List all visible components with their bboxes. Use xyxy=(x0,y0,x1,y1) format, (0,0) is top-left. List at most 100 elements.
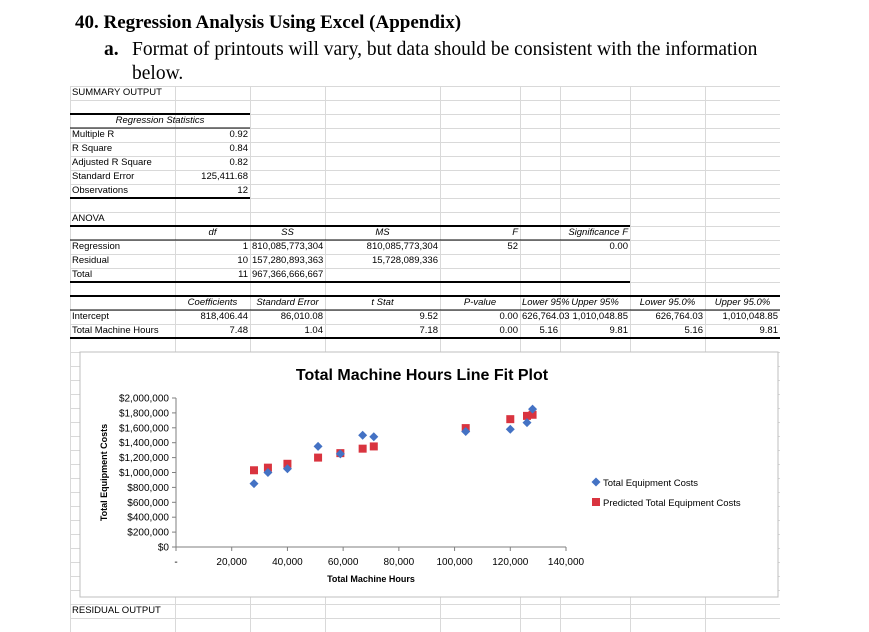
coef-header: P-value xyxy=(463,297,497,308)
actual-point xyxy=(461,427,471,437)
item-a: a. Format of printouts will vary, but dat… xyxy=(104,38,804,86)
coef-value: 626,764.03 xyxy=(655,311,703,322)
anova-df: 11 xyxy=(238,269,248,280)
stat-value: 0.84 xyxy=(229,143,249,154)
stat-label: Adjusted R Square xyxy=(72,157,152,168)
stat-label: Observations xyxy=(72,185,128,196)
coef-header: Lower 95% xyxy=(522,297,570,308)
anova-row-label: Regression xyxy=(72,241,121,252)
anova-header-sigf: Significance F xyxy=(568,227,628,238)
predicted-point xyxy=(358,444,367,453)
coef-value: 86,010.08 xyxy=(280,311,323,322)
anova-ms: 15,728,089,336 xyxy=(371,255,438,266)
stat-label: Standard Error xyxy=(72,171,135,182)
coef-header: Upper 95% xyxy=(571,297,619,308)
coef-value: 626,764.03 xyxy=(522,311,570,322)
actual-point xyxy=(263,468,273,477)
predicted-point xyxy=(523,411,531,420)
predicted-point xyxy=(506,415,515,424)
coef-value: 7.48 xyxy=(229,325,249,336)
section-heading: 40. Regression Analysis Using Excel (App… xyxy=(75,12,462,33)
regression-stats-header: Regression Statistics xyxy=(115,115,205,126)
actual-point xyxy=(369,432,379,442)
actual-point xyxy=(505,424,515,434)
y-tick-label: $1,000,000 xyxy=(119,468,169,479)
x-axis-label: Total Machine Hours xyxy=(327,574,415,584)
coef-header: t Stat xyxy=(371,297,394,308)
predicted-point xyxy=(250,466,258,475)
item-a-line1: Format of printouts will vary, but data … xyxy=(132,39,758,60)
x-tick-label: 100,000 xyxy=(436,557,473,568)
coef-header: Lower 95.0% xyxy=(639,297,696,308)
x-tick-label: - xyxy=(174,557,177,568)
anova-title: ANOVA xyxy=(72,213,105,224)
coef-value: 0.00 xyxy=(499,325,519,336)
anova-header-f: F xyxy=(512,227,518,238)
x-tick-label: 20,000 xyxy=(216,557,247,568)
anova-header-ss: SS xyxy=(281,227,294,238)
coef-value: 818,406.44 xyxy=(200,311,248,322)
predicted-point xyxy=(528,410,537,419)
coef-value: 1.04 xyxy=(304,325,324,336)
y-tick-label: $400,000 xyxy=(127,513,169,524)
legend-actual-marker xyxy=(591,477,601,487)
anova-ss: 967,366,666,667 xyxy=(252,269,324,280)
coef-header: Standard Error xyxy=(256,297,319,308)
item-a-label: a. xyxy=(104,39,119,60)
stat-label: Multiple R xyxy=(72,129,115,140)
coef-value: 0.00 xyxy=(499,311,519,322)
coef-value: 1,010,048.85 xyxy=(572,311,628,322)
coef-value: 5.16 xyxy=(684,325,704,336)
y-tick-label: $1,200,000 xyxy=(119,453,169,464)
coef-value: 9.52 xyxy=(419,311,439,322)
y-tick-label: $600,000 xyxy=(127,498,169,509)
anova-df: 1 xyxy=(242,241,248,252)
predicted-point xyxy=(369,442,378,451)
coef-row-label: Intercept xyxy=(72,311,109,322)
actual-point xyxy=(313,441,323,451)
anova-row-label: Total xyxy=(72,269,93,280)
stat-label: R Square xyxy=(72,143,113,154)
summary-title: SUMMARY OUTPUT xyxy=(72,87,162,98)
y-tick-label: $200,000 xyxy=(127,528,169,539)
coef-header: Coefficients xyxy=(187,297,238,308)
coef-value: 1,010,048.85 xyxy=(722,311,778,322)
x-tick-label: 140,000 xyxy=(548,557,585,568)
actual-point xyxy=(335,449,345,459)
coef-value: 5.16 xyxy=(539,325,559,336)
anova-header-df: df xyxy=(208,227,217,238)
stat-value: 0.82 xyxy=(229,157,249,168)
anova-row-label: Residual xyxy=(72,255,109,266)
y-tick-label: $0 xyxy=(158,543,170,554)
anova-ss: 157,280,893,363 xyxy=(252,255,324,266)
predicted-point xyxy=(263,463,272,472)
legend-predicted-label: Predicted Total Equipment Costs xyxy=(603,498,741,509)
y-tick-label: $1,800,000 xyxy=(119,408,169,419)
y-tick-label: $800,000 xyxy=(127,483,169,494)
x-tick-label: 40,000 xyxy=(272,557,303,568)
anova-ms: 810,085,773,304 xyxy=(366,241,438,252)
legend-actual-label: Total Equipment Costs xyxy=(603,478,698,489)
coef-value: 9.81 xyxy=(609,325,629,336)
actual-point xyxy=(528,404,538,414)
predicted-point xyxy=(283,459,292,468)
coef-header: Upper 95.0% xyxy=(714,297,771,308)
actual-point xyxy=(522,418,532,428)
chart-area xyxy=(79,351,779,598)
anova-f: 52 xyxy=(507,241,518,252)
residual-title: RESIDUAL OUTPUT xyxy=(72,605,161,616)
anova-df: 10 xyxy=(237,255,248,266)
actual-point xyxy=(249,479,259,489)
predicted-point xyxy=(314,453,323,462)
anova-sigf: 0.00 xyxy=(609,241,629,252)
coef-row-label: Total Machine Hours xyxy=(72,325,159,336)
anova-header-ms: MS xyxy=(375,227,390,238)
actual-point xyxy=(358,430,368,440)
stat-value: 125,411.68 xyxy=(201,171,248,182)
y-tick-label: $2,000,000 xyxy=(119,394,169,405)
coef-value: 7.18 xyxy=(419,325,439,336)
y-tick-label: $1,400,000 xyxy=(119,438,169,449)
stat-value: 0.92 xyxy=(229,129,249,140)
actual-point xyxy=(282,464,292,474)
coef-value: 9.81 xyxy=(759,325,779,336)
